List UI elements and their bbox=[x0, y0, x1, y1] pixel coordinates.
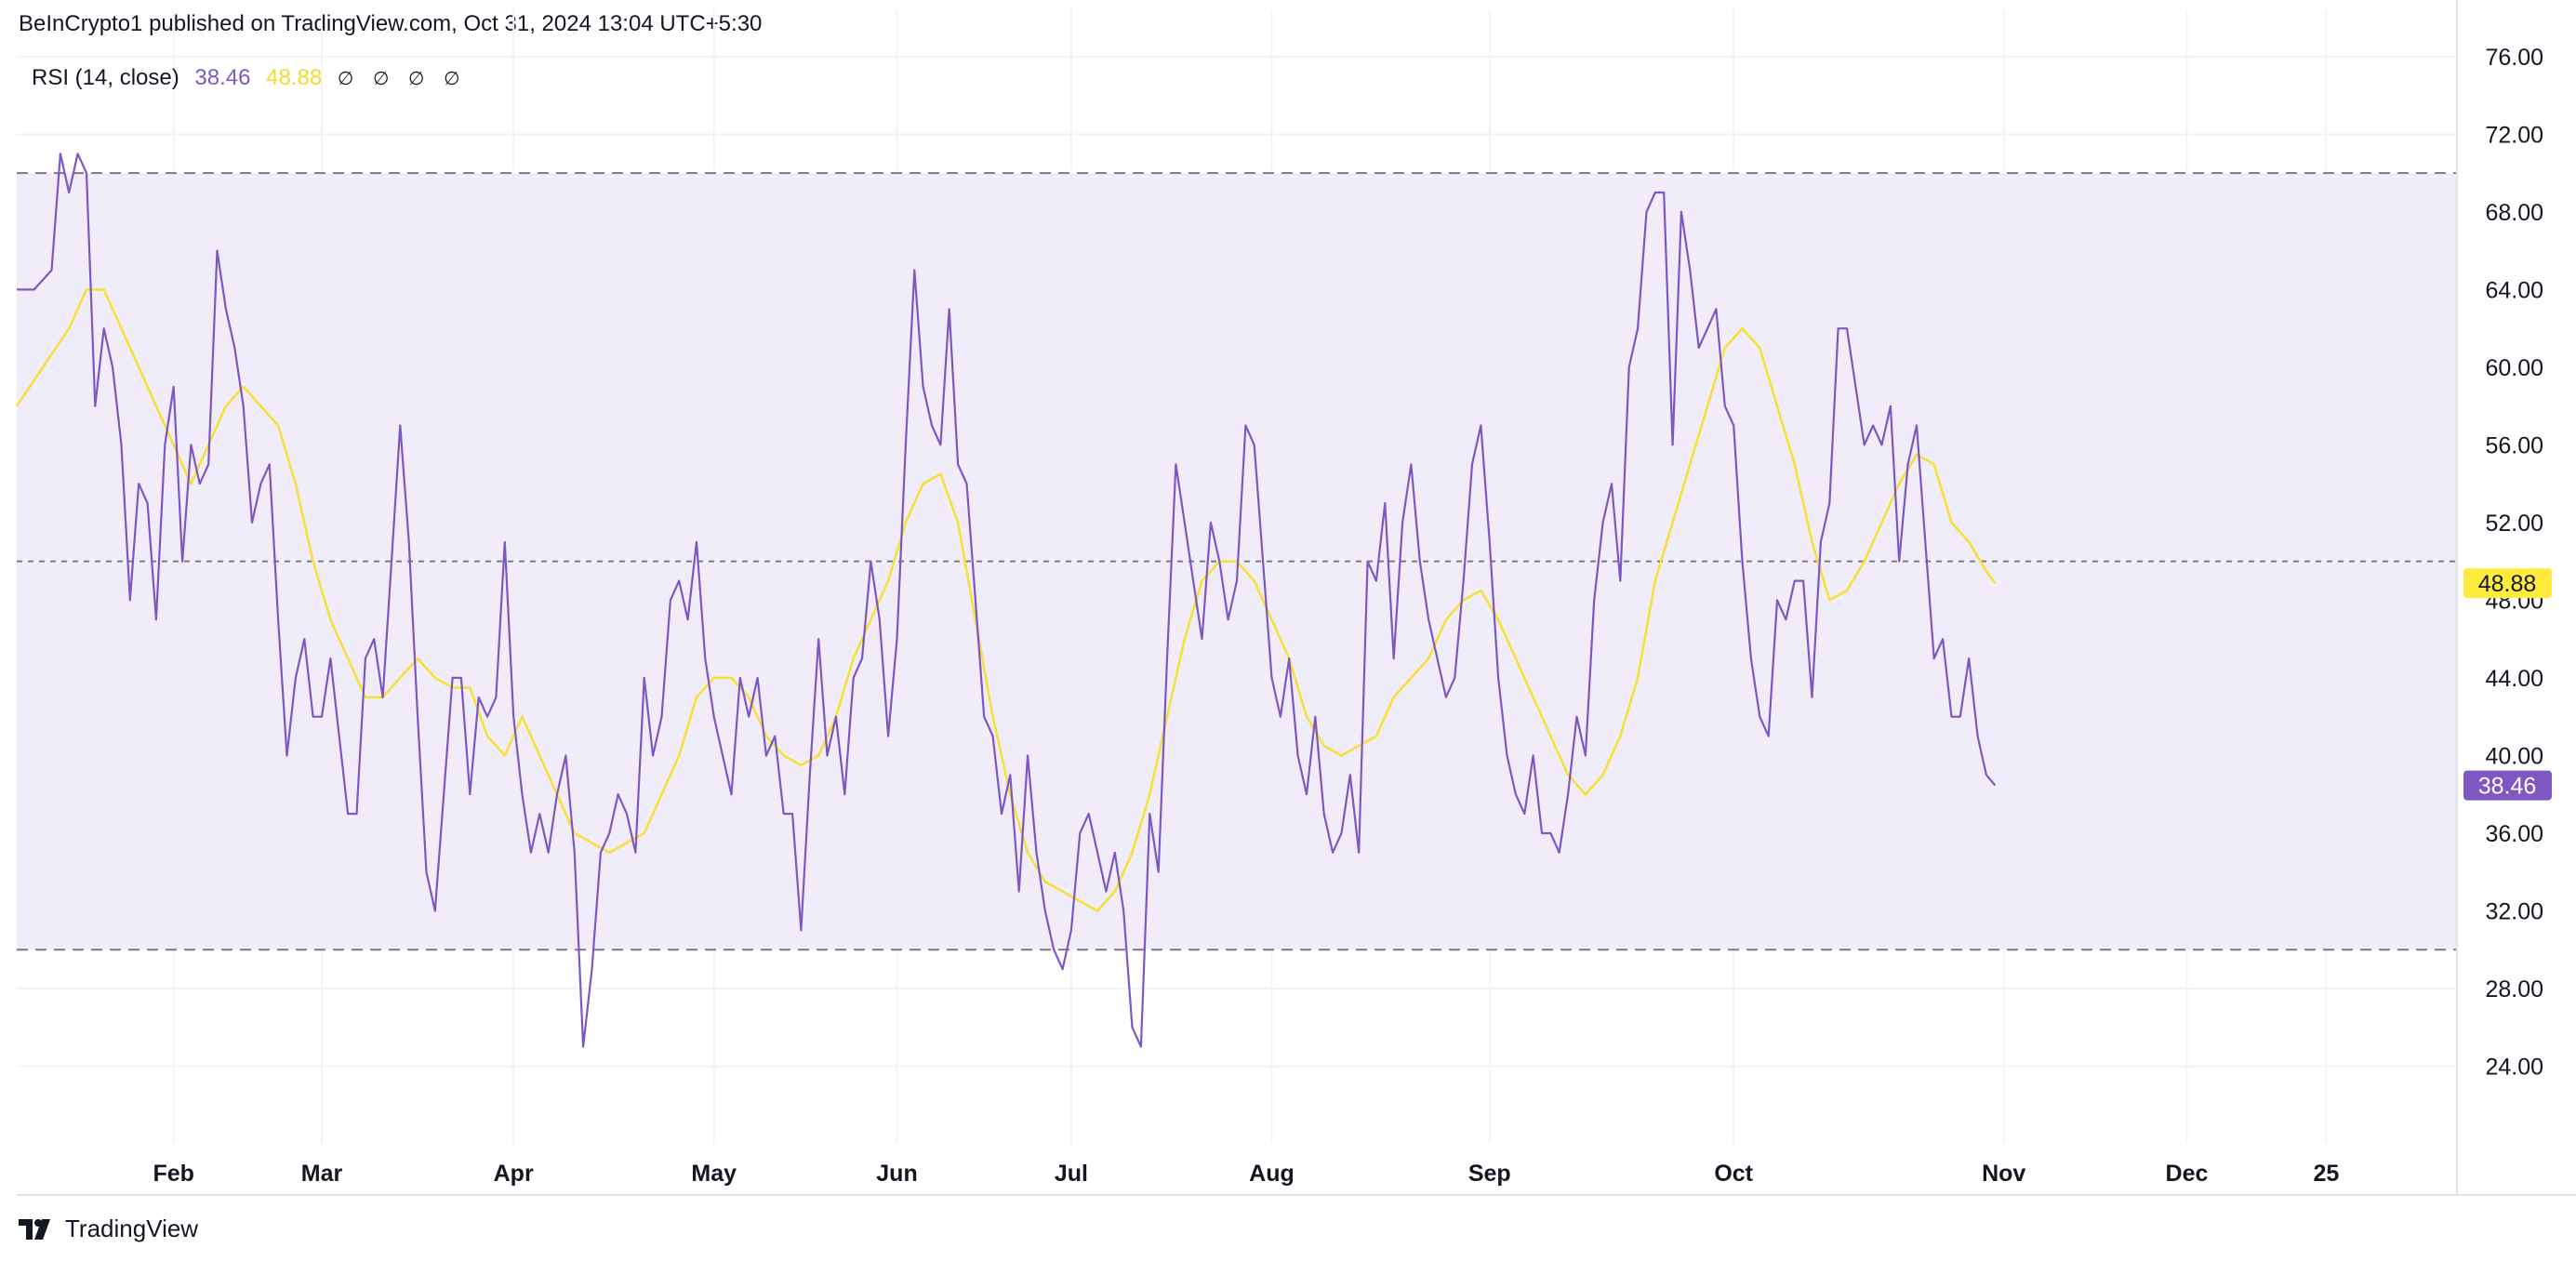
empty-value-icon: ∅ bbox=[337, 69, 354, 89]
empty-value-icon: ∅ bbox=[444, 69, 460, 89]
last-value-badges: 48.88 38.46 bbox=[2463, 568, 2552, 801]
rsi-ma-series-line bbox=[15, 288, 1997, 912]
time-axis[interactable]: Feb Mar Apr May Jun Jul Aug Sep Oct Nov Dec 25 bbox=[153, 1161, 2339, 1187]
x-tick-label: Apr bbox=[494, 1161, 534, 1187]
empty-value-icon: ∅ bbox=[372, 69, 390, 89]
x-tick-label: 25 bbox=[2314, 1161, 2340, 1187]
rsi-chart[interactable]: 76.0072.0068.0064.0060.0056.0052.0048.00… bbox=[0, 0, 2576, 1209]
price-axis[interactable]: 76.0072.0068.0064.0060.0056.0052.0048.00… bbox=[2485, 45, 2543, 1081]
ma-value: 48.88 bbox=[266, 65, 323, 90]
y-tick-label: 28.00 bbox=[2485, 976, 2543, 1002]
indicator-legend[interactable]: RSI (14, close) 38.46 48.88 ∅ ∅ ∅ ∅ bbox=[32, 65, 473, 91]
ma-last-value-badge-label: 48.88 bbox=[2478, 571, 2537, 597]
y-tick-label: 32.00 bbox=[2485, 898, 2543, 924]
x-tick-label: May bbox=[691, 1161, 737, 1187]
x-tick-label: Feb bbox=[153, 1161, 193, 1187]
x-tick-label: Sep bbox=[1468, 1161, 1511, 1187]
y-tick-label: 52.00 bbox=[2485, 511, 2543, 537]
y-tick-label: 56.00 bbox=[2485, 432, 2543, 458]
indicator-name: RSI (14, close) bbox=[32, 65, 179, 90]
rsi-series-line bbox=[17, 153, 1997, 1048]
x-tick-label: Mar bbox=[301, 1161, 343, 1187]
x-tick-label: Dec bbox=[2166, 1161, 2209, 1187]
tradingview-brand[interactable]: TradingView bbox=[19, 1215, 198, 1243]
x-tick-label: Jun bbox=[876, 1161, 917, 1187]
y-tick-label: 72.00 bbox=[2485, 122, 2543, 148]
y-tick-label: 76.00 bbox=[2485, 45, 2543, 71]
x-tick-label: Oct bbox=[1714, 1161, 1753, 1187]
x-tick-label: Jul bbox=[1055, 1161, 1088, 1187]
y-tick-label: 24.00 bbox=[2485, 1054, 2543, 1080]
rsi-last-value-badge-label: 38.46 bbox=[2478, 774, 2537, 800]
y-tick-label: 68.00 bbox=[2485, 200, 2543, 226]
tradingview-logo-icon bbox=[19, 1218, 50, 1240]
y-tick-label: 36.00 bbox=[2485, 821, 2543, 847]
empty-value-icon: ∅ bbox=[408, 69, 425, 89]
rsi-value: 38.46 bbox=[194, 65, 251, 90]
y-tick-label: 64.00 bbox=[2485, 277, 2543, 303]
x-tick-label: Aug bbox=[1249, 1161, 1295, 1187]
ma-last-value-badge bbox=[2463, 568, 2552, 599]
y-tick-label: 44.00 bbox=[2485, 666, 2543, 692]
y-tick-label: 60.00 bbox=[2485, 355, 2543, 381]
x-tick-label: Nov bbox=[1982, 1161, 2025, 1187]
y-tick-label: 40.00 bbox=[2485, 743, 2543, 769]
brand-name: TradingView bbox=[65, 1215, 199, 1242]
publish-info: BeInCrypto1 published on TradingView.com… bbox=[19, 11, 763, 36]
rsi-last-value-badge bbox=[2463, 770, 2552, 801]
